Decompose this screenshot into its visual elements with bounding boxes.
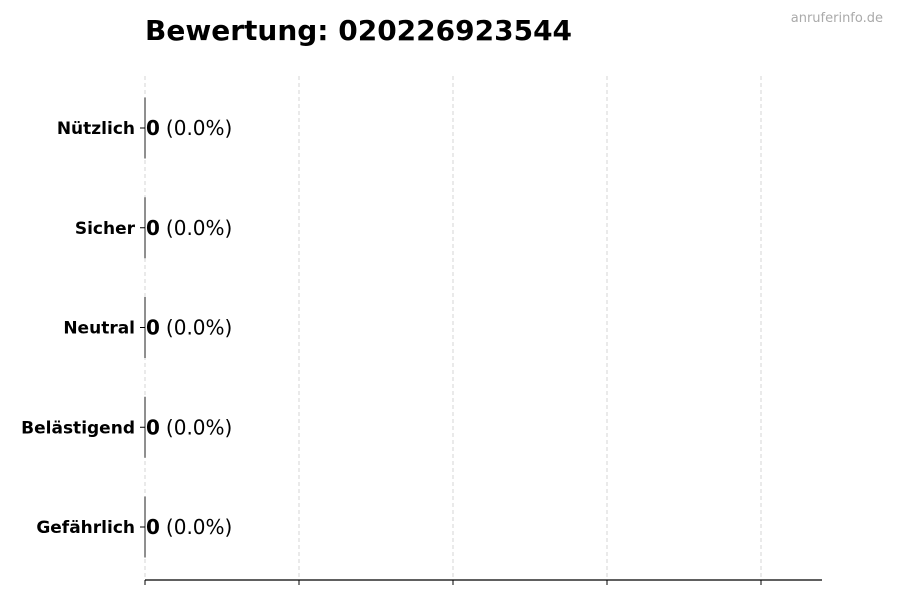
data-label-percent: (0.0%) [166, 415, 232, 439]
data-label-percent: (0.0%) [166, 515, 232, 539]
y-tick-label: Neutral [63, 319, 135, 339]
y-tick-label: Gefährlich [36, 518, 135, 538]
data-label: 0 (0.0%) [146, 515, 232, 539]
y-tick-label: Sicher [75, 219, 136, 239]
data-label-count: 0 [146, 316, 160, 340]
data-label-count: 0 [146, 216, 160, 240]
y-tick-label: Nützlich [57, 119, 135, 139]
data-label-percent: (0.0%) [166, 316, 232, 340]
data-label: 0 (0.0%) [146, 415, 232, 439]
y-tick-label: Belästigend [21, 418, 135, 438]
watermark: anruferinfo.de [791, 11, 883, 26]
data-label-percent: (0.0%) [166, 216, 232, 240]
data-label-count: 0 [146, 515, 160, 539]
data-label-count: 0 [146, 415, 160, 439]
data-label: 0 (0.0%) [146, 116, 232, 140]
data-label: 0 (0.0%) [146, 216, 232, 240]
data-label-percent: (0.0%) [166, 116, 232, 140]
data-label: 0 (0.0%) [146, 316, 232, 340]
data-label-count: 0 [146, 116, 160, 140]
chart-title: Bewertung: 020226923544 [145, 14, 572, 47]
